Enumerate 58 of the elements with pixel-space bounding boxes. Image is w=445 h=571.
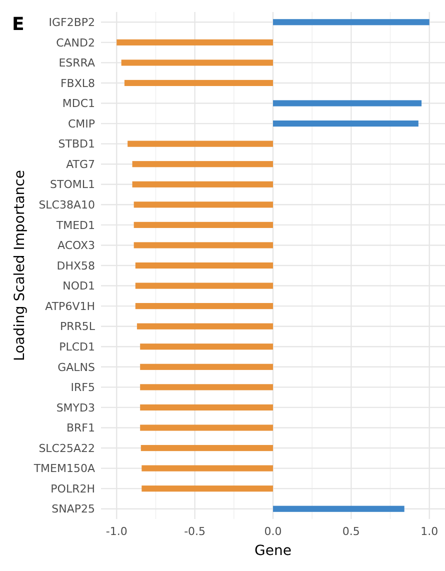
y-tick-label: CMIP	[68, 117, 96, 130]
bar	[140, 444, 273, 452]
bar	[135, 303, 273, 310]
bar	[124, 80, 273, 86]
chart-title: E	[12, 14, 24, 35]
bar	[142, 465, 273, 472]
bar	[142, 486, 273, 492]
y-tick-label: SMYD3	[56, 401, 95, 414]
y-tick-label: FBXL8	[60, 76, 95, 90]
x-tick-label: 1.0	[420, 525, 438, 538]
y-tick-label: ACOX3	[57, 239, 95, 252]
y-tick-label: POLR2H	[50, 482, 95, 496]
bar	[140, 384, 273, 390]
bar	[135, 282, 273, 289]
y-tick-label: IRF5	[70, 381, 95, 394]
bar	[132, 181, 273, 188]
y-tick-label: ATG7	[66, 158, 95, 171]
x-axis-title: Gene	[254, 543, 292, 559]
y-tick-label: MDC1	[62, 97, 95, 110]
y-tick-label: BRF1	[66, 422, 95, 435]
y-tick-label: ESRRA	[58, 56, 96, 70]
x-tick-label: 0.5	[342, 525, 360, 538]
bar	[134, 242, 273, 248]
bar	[140, 364, 273, 370]
y-tick-label: GALNS	[58, 360, 96, 374]
y-axis-title: Loading Scaled Importance	[12, 170, 28, 361]
bar	[132, 161, 273, 168]
bar	[128, 140, 273, 147]
bar	[136, 323, 273, 330]
x-tick-label: -1.0	[106, 525, 128, 538]
y-tick-label: PLCD1	[59, 340, 95, 354]
bar	[273, 120, 418, 127]
bar	[140, 424, 273, 431]
y-tick-label: NOD1	[62, 280, 95, 293]
x-tick-label: -0.5	[184, 525, 206, 538]
bar	[121, 60, 273, 66]
y-tick-label: SNAP25	[52, 502, 95, 516]
y-tick-label: CAND2	[56, 36, 95, 50]
y-tick-label: PRR5L	[60, 320, 96, 334]
bar	[273, 19, 430, 26]
y-tick-label: SLC38A10	[38, 198, 95, 212]
x-tick-label: 0.0	[264, 525, 282, 538]
y-tick-label: STBD1	[58, 138, 95, 151]
bar	[273, 506, 404, 512]
bar	[134, 202, 273, 208]
y-tick-label: TMEM150A	[32, 462, 96, 476]
y-tick-label: DHX58	[56, 259, 95, 272]
bar	[273, 100, 422, 106]
y-tick-label: ATP6V1H	[45, 300, 95, 313]
y-tick-label: STOML1	[50, 178, 95, 192]
bar	[134, 222, 273, 228]
y-tick-label: SLC25A22	[38, 442, 95, 455]
bar	[140, 344, 273, 350]
bar	[140, 404, 273, 410]
bar	[135, 262, 273, 269]
y-tick-label: TMED1	[55, 218, 95, 232]
bar	[116, 39, 273, 46]
y-tick-label: IGF2BP2	[48, 16, 95, 29]
